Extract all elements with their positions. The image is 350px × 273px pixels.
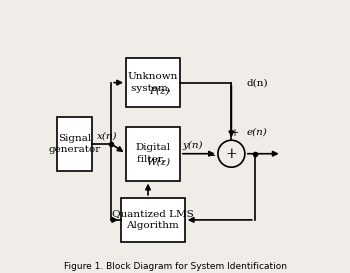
FancyBboxPatch shape (126, 58, 180, 107)
FancyBboxPatch shape (126, 127, 180, 181)
Text: +: + (230, 128, 238, 138)
Text: +: + (225, 147, 237, 161)
Text: Signal
generator: Signal generator (48, 133, 100, 154)
Text: W(z): W(z) (146, 157, 170, 166)
FancyBboxPatch shape (57, 117, 92, 171)
Text: y(n): y(n) (182, 141, 203, 150)
Text: −: − (207, 151, 217, 161)
Text: x(n): x(n) (97, 131, 117, 140)
Text: Quantized LMS
Algorithm: Quantized LMS Algorithm (112, 209, 194, 230)
Text: d(n): d(n) (246, 78, 268, 87)
FancyBboxPatch shape (121, 198, 185, 242)
Text: e(n): e(n) (246, 127, 267, 136)
Text: Digital
filter,: Digital filter, (135, 143, 170, 164)
Text: Figure 1. Block Diagram for System Identification: Figure 1. Block Diagram for System Ident… (63, 262, 287, 271)
Text: P(z): P(z) (149, 87, 169, 96)
Text: Unknown
system,: Unknown system, (128, 72, 178, 93)
